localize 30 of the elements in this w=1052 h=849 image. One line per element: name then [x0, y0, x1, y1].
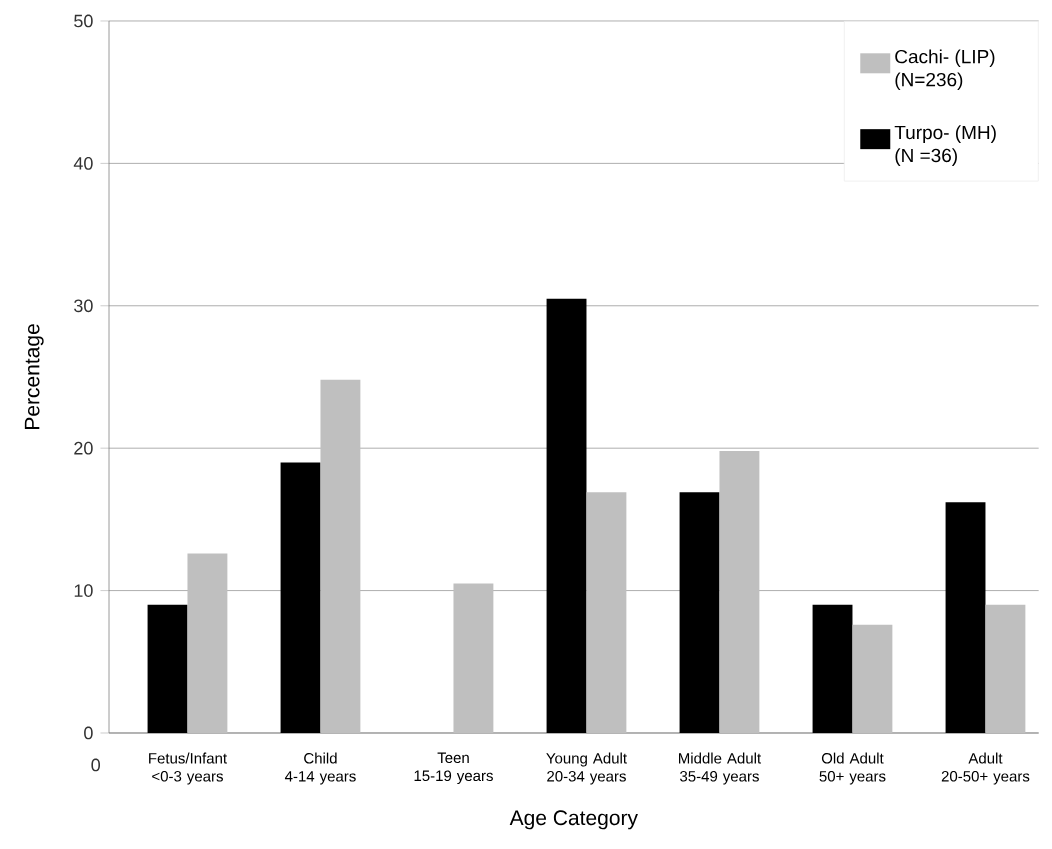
bar [679, 492, 720, 733]
x-tick-label: Old Adult 50+ years [819, 752, 886, 785]
bar [280, 462, 321, 733]
y-tick-label: 10 [74, 584, 93, 597]
y-tick-label: 30 [74, 299, 93, 313]
x-tick-label: Fetus/Infant <0-3 years [149, 752, 227, 785]
x-tick-label: Middle Adult 35-49 years [679, 752, 762, 785]
bar [453, 583, 494, 733]
bar [812, 604, 853, 733]
y-tick-label: 50 [74, 14, 93, 28]
x-tick-label: Child 4-14 years [284, 752, 356, 785]
bar [320, 379, 361, 733]
x-tick-label: Teen 15-19 years [414, 752, 493, 785]
x-tick-label: Young Adult 20-34 years [546, 752, 627, 785]
bar [852, 624, 893, 733]
bar [546, 298, 587, 733]
legend-label: Cachi- (LIP) (N=236) [895, 49, 995, 91]
bar [719, 451, 760, 733]
bar [985, 604, 1026, 733]
bar [147, 604, 188, 733]
bar [187, 553, 228, 733]
x-tick-label: Adult 20-50+ years [941, 752, 1030, 785]
x-axis-title: Age Category [509, 810, 638, 830]
y-tick-label: 40 [73, 157, 93, 170]
legend-label: Turpo- (MH) (N =36) [894, 125, 996, 166]
bar [586, 492, 627, 733]
y-axis-title: Percentage [24, 324, 44, 429]
bar [945, 502, 986, 733]
y-tick-label: 20 [74, 441, 93, 455]
y-tick-label: 0 [84, 726, 93, 740]
